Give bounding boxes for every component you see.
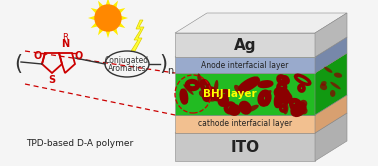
Ellipse shape: [321, 81, 327, 86]
Text: (: (: [14, 54, 22, 74]
Polygon shape: [175, 57, 315, 73]
Ellipse shape: [208, 95, 218, 102]
Ellipse shape: [320, 83, 327, 90]
Polygon shape: [98, 28, 104, 35]
Ellipse shape: [246, 105, 259, 112]
Polygon shape: [175, 33, 315, 57]
Ellipse shape: [283, 102, 288, 114]
Polygon shape: [175, 133, 315, 161]
Polygon shape: [112, 1, 118, 8]
Ellipse shape: [330, 90, 335, 97]
Ellipse shape: [181, 98, 188, 103]
Polygon shape: [118, 22, 125, 28]
Text: Anode interfacial layer: Anode interfacial layer: [201, 60, 289, 70]
Ellipse shape: [214, 80, 218, 95]
Ellipse shape: [334, 73, 342, 78]
Text: BHJ layer: BHJ layer: [203, 89, 257, 99]
Text: Ag: Ag: [234, 38, 256, 52]
Polygon shape: [315, 13, 347, 57]
Text: ITO: ITO: [231, 139, 260, 155]
Ellipse shape: [324, 67, 332, 73]
Ellipse shape: [267, 90, 271, 95]
Ellipse shape: [274, 99, 288, 107]
Polygon shape: [112, 28, 118, 35]
Polygon shape: [315, 37, 347, 73]
Polygon shape: [98, 1, 104, 8]
Ellipse shape: [197, 74, 202, 85]
Polygon shape: [121, 16, 128, 20]
Polygon shape: [315, 53, 347, 115]
Polygon shape: [118, 8, 125, 14]
Polygon shape: [315, 95, 347, 133]
Polygon shape: [91, 8, 98, 14]
Ellipse shape: [199, 90, 211, 99]
Ellipse shape: [266, 99, 271, 106]
Ellipse shape: [183, 84, 194, 95]
Text: N: N: [62, 39, 70, 49]
Polygon shape: [88, 16, 95, 20]
Text: R: R: [63, 33, 68, 42]
Polygon shape: [175, 73, 315, 115]
Polygon shape: [175, 95, 347, 115]
Ellipse shape: [301, 108, 308, 114]
Polygon shape: [315, 113, 347, 161]
Text: Conjugated: Conjugated: [105, 55, 149, 65]
Polygon shape: [106, 0, 110, 5]
Ellipse shape: [330, 82, 341, 89]
Circle shape: [95, 5, 121, 31]
Text: Aromatics: Aromatics: [108, 64, 146, 73]
Text: cathode interfacial layer: cathode interfacial layer: [198, 120, 292, 128]
Polygon shape: [175, 53, 347, 73]
Polygon shape: [175, 115, 315, 133]
Text: O: O: [34, 51, 42, 61]
Text: S: S: [48, 75, 56, 85]
Polygon shape: [131, 20, 144, 51]
Polygon shape: [175, 113, 347, 133]
Text: n: n: [167, 66, 173, 76]
Ellipse shape: [299, 100, 307, 107]
Polygon shape: [91, 22, 98, 28]
Ellipse shape: [234, 85, 244, 96]
Text: ): ): [159, 54, 167, 74]
Polygon shape: [106, 31, 110, 38]
Polygon shape: [175, 37, 347, 57]
Text: O: O: [75, 51, 83, 61]
Polygon shape: [175, 13, 347, 33]
Text: TPD-based D-A polymer: TPD-based D-A polymer: [26, 139, 134, 149]
